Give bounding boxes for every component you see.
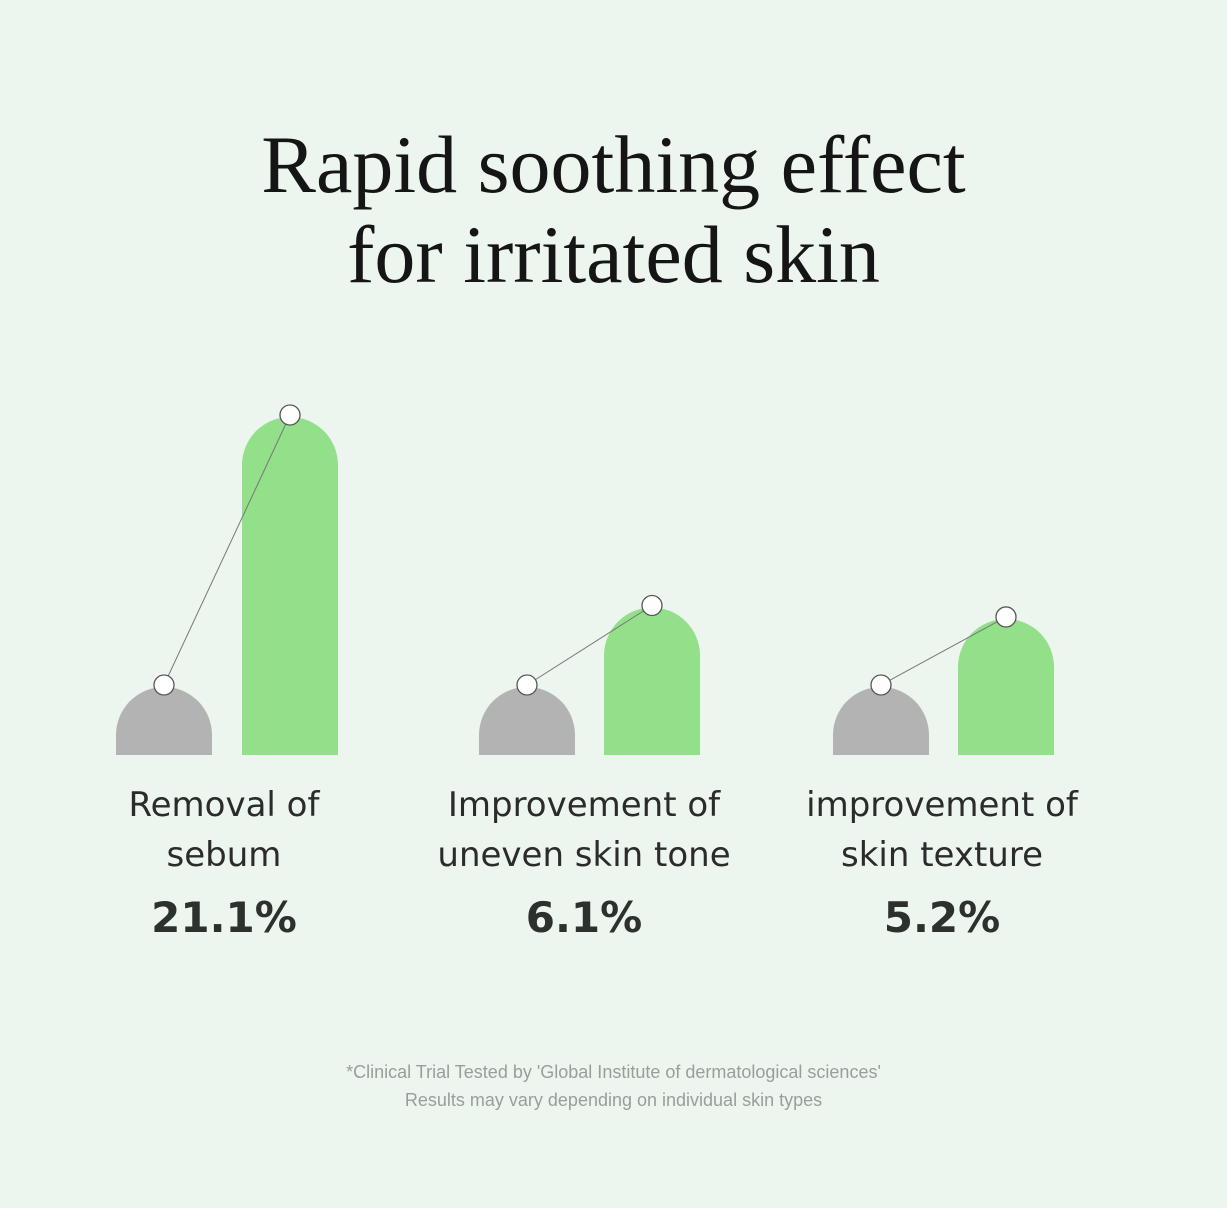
- footnote: *Clinical Trial Tested by 'Global Instit…: [0, 1058, 1227, 1114]
- category-label-line: uneven skin tone: [437, 835, 731, 875]
- before-bar-skin-texture: [833, 687, 929, 755]
- category-label-line: Removal of: [128, 785, 320, 825]
- before-bar-sebum: [116, 687, 212, 755]
- bar-chart: [116, 404, 1054, 755]
- category-label-line: improvement of: [806, 785, 1078, 825]
- connector-line-skin-texture: [880, 616, 1007, 686]
- chart-title-line-1: Rapid soothing effect: [261, 119, 966, 210]
- before-bar-skin-tone: [479, 687, 575, 755]
- category-label-line: sebum: [166, 835, 282, 875]
- after-point-sebum: [279, 404, 301, 426]
- after-bar-skin-tone: [604, 607, 700, 755]
- category-label-skin-texture: improvement of skin texture: [762, 780, 1122, 880]
- before-point-sebum: [153, 674, 175, 696]
- category-label-skin-tone: Improvement of uneven skin tone: [404, 780, 764, 880]
- chart-title: Rapid soothing effect for irritated skin: [0, 120, 1227, 300]
- connector-line-sebum: [163, 414, 291, 686]
- connector-line-skin-tone: [526, 605, 653, 686]
- after-bar-sebum: [242, 417, 338, 755]
- before-point-skin-texture: [870, 674, 892, 696]
- value-label-skin-tone: 6.1%: [525, 893, 643, 942]
- category-label-sebum: Removal of sebum: [44, 780, 404, 880]
- value-label-sebum: 21.1%: [151, 893, 297, 942]
- after-point-skin-texture: [995, 606, 1017, 628]
- footnote-line-1: *Clinical Trial Tested by 'Global Instit…: [346, 1062, 881, 1082]
- after-point-skin-tone: [641, 594, 663, 617]
- footnote-line-2: Results may vary depending on individual…: [404, 1090, 823, 1110]
- value-label-skin-texture: 5.2%: [883, 893, 1001, 942]
- chart-title-line-2: for irritated skin: [347, 209, 880, 300]
- category-label-line: skin texture: [840, 835, 1043, 875]
- after-bar-skin-texture: [958, 618, 1054, 755]
- before-point-skin-tone: [516, 674, 538, 696]
- category-label-line: Improvement of: [447, 785, 721, 825]
